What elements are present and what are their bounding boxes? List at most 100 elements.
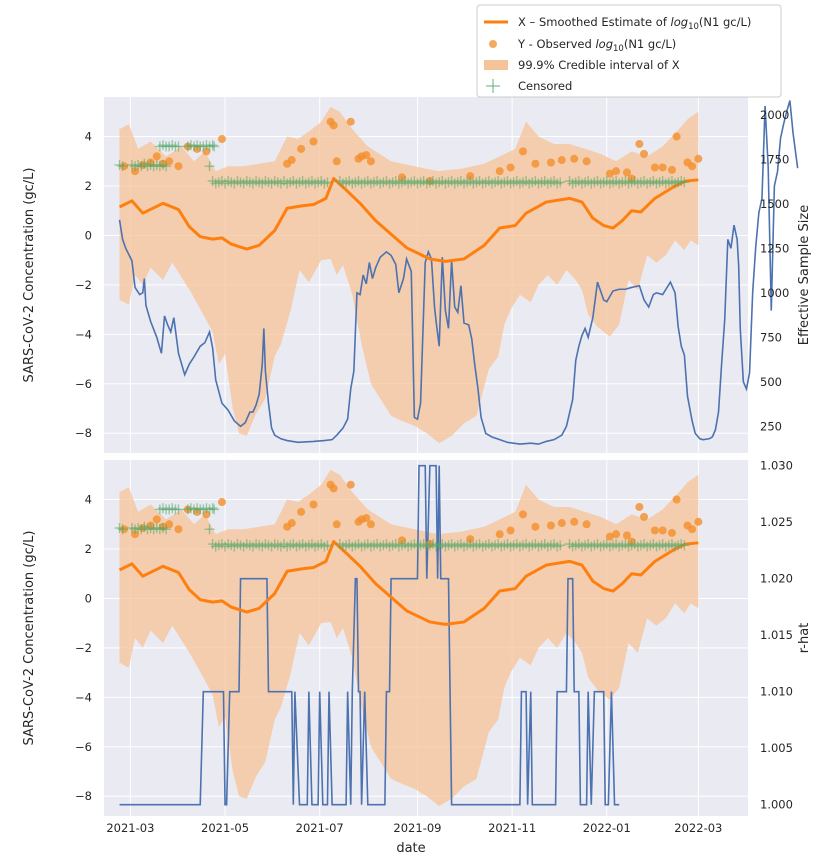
- x-axis-label: date: [396, 841, 425, 856]
- left-y-tick-label: 0: [85, 591, 92, 605]
- top-right-axis-label: Effective Sample Size: [797, 205, 812, 345]
- x-tick-label: 2021-09: [393, 821, 441, 835]
- top-smoothed-estimate-line: [118, 177, 699, 263]
- observed-point: [506, 526, 515, 535]
- left-y-tick-label: 2: [85, 179, 92, 193]
- observed-point: [640, 149, 649, 158]
- observed-point: [309, 137, 318, 146]
- top-left-y-ticks: −8 −6 −4 −2 0 2 4: [75, 130, 92, 441]
- censored-marker: [207, 503, 218, 514]
- censored-marker: [209, 141, 220, 152]
- right-y-tick-label: 750: [760, 330, 782, 344]
- observed-point: [658, 526, 667, 535]
- observed-point: [635, 139, 644, 148]
- observed-point: [287, 519, 296, 528]
- censored-marker: [679, 540, 690, 551]
- observed-point: [366, 157, 375, 166]
- right-y-tick-label: 1.015: [760, 628, 793, 642]
- x-tick-labels: 2021-03 2021-05 2021-07 2021-09 2021-11 2022-…: [106, 821, 722, 835]
- observed-point: [667, 165, 676, 174]
- observed-point: [332, 520, 341, 529]
- legend-ci-label: 99.9% Credible interval of X: [518, 58, 680, 72]
- left-y-tick-label: −4: [75, 327, 92, 341]
- observed-point: [495, 167, 504, 176]
- right-y-tick-label: 1.025: [760, 515, 793, 529]
- observed-point: [297, 144, 306, 153]
- legend-observed-log: log: [595, 37, 613, 51]
- observed-point: [650, 163, 659, 172]
- left-y-tick-label: −2: [75, 641, 92, 655]
- smoothed-estimate-line: [118, 177, 699, 263]
- top-right-y-ticks: 250 500 750 1000 1250 1500 1750 2000: [760, 108, 789, 433]
- bottom-smoothed-estimate-line: [118, 540, 699, 626]
- right-y-tick-label: 1000: [760, 286, 789, 300]
- observed-point: [165, 157, 174, 166]
- observed-point: [217, 498, 226, 507]
- right-y-tick-label: 1.030: [760, 459, 793, 473]
- observed-point: [309, 500, 318, 509]
- smoothed-estimate-line: [118, 540, 699, 626]
- left-y-tick-label: 4: [85, 493, 92, 507]
- censored-marker: [161, 161, 172, 172]
- bottom-censored-markers: [114, 503, 690, 552]
- left-y-tick-label: 2: [85, 542, 92, 556]
- legend-observed-unit: (N1 gc/L): [624, 37, 676, 51]
- right-y-tick-label: 1750: [760, 152, 789, 166]
- left-y-tick-label: −6: [75, 740, 92, 754]
- left-y-tick-label: −4: [75, 690, 92, 704]
- bottom-right-y-ticks: 1.000 1.005 1.010 1.015 1.020 1.025 1.030: [760, 459, 793, 812]
- credible-interval-band: [119, 469, 699, 807]
- legend-ci-swatch: [484, 60, 508, 70]
- observed-point: [582, 157, 591, 166]
- x-tick-label: 2021-11: [488, 821, 536, 835]
- observed-point: [667, 528, 676, 537]
- observed-point: [546, 521, 555, 530]
- x-tick-label: 2022-01: [583, 821, 631, 835]
- observed-point: [688, 525, 697, 534]
- censored-marker: [207, 140, 218, 151]
- top-panel: −8 −6 −4 −2 0 2 4 250 500 750 1000 1250 1500 1750 200…: [22, 97, 812, 453]
- observed-point: [332, 157, 341, 166]
- bottom-left-y-ticks: −8 −6 −4 −2 0 2 4: [75, 493, 92, 804]
- observed-point: [174, 162, 183, 171]
- observed-point: [635, 502, 644, 511]
- observed-point: [346, 480, 355, 489]
- x-tick-label: 2022-03: [674, 821, 722, 835]
- legend-censored-label: Censored: [518, 79, 572, 93]
- top-effective-sample-size-line: [118, 100, 799, 445]
- observed-point: [557, 156, 566, 165]
- censored-marker: [117, 524, 128, 535]
- observed-point: [622, 168, 631, 177]
- right-y-tick-label: 1.020: [760, 572, 793, 586]
- r-hat-line: [119, 464, 620, 806]
- censored-marker: [204, 524, 215, 535]
- observed-point: [297, 507, 306, 516]
- observed-point: [694, 517, 703, 526]
- observed-point: [506, 163, 515, 172]
- observed-point: [202, 510, 211, 519]
- legend-estimate-label: X – Smoothed Estimate of log10(N1 gc/L): [518, 15, 751, 32]
- observed-point: [672, 495, 681, 504]
- observed-point: [605, 532, 614, 541]
- observed-point: [570, 517, 579, 526]
- observed-point: [329, 121, 338, 130]
- legend-estimate-unit: (N1 gc/L): [699, 15, 751, 29]
- observed-point: [672, 132, 681, 141]
- observed-point: [165, 520, 174, 529]
- observed-point: [612, 530, 621, 539]
- legend-censored-swatch: [486, 79, 500, 93]
- observed-point: [694, 154, 703, 163]
- censored-marker: [173, 504, 184, 515]
- observed-point: [152, 152, 161, 161]
- observed-point: [546, 158, 555, 167]
- right-y-tick-label: 1500: [760, 197, 789, 211]
- top-y-axis-label: SARS-CoV-2 Concentration (gc/L): [22, 168, 37, 383]
- observed-point: [495, 530, 504, 539]
- censored-marker: [173, 141, 184, 152]
- observed-point: [688, 162, 697, 171]
- observed-point: [152, 515, 161, 524]
- effective-sample-size-line: [118, 100, 799, 445]
- legend-observed-prefix: Y - Observed: [517, 37, 595, 51]
- left-y-tick-label: −6: [75, 377, 92, 391]
